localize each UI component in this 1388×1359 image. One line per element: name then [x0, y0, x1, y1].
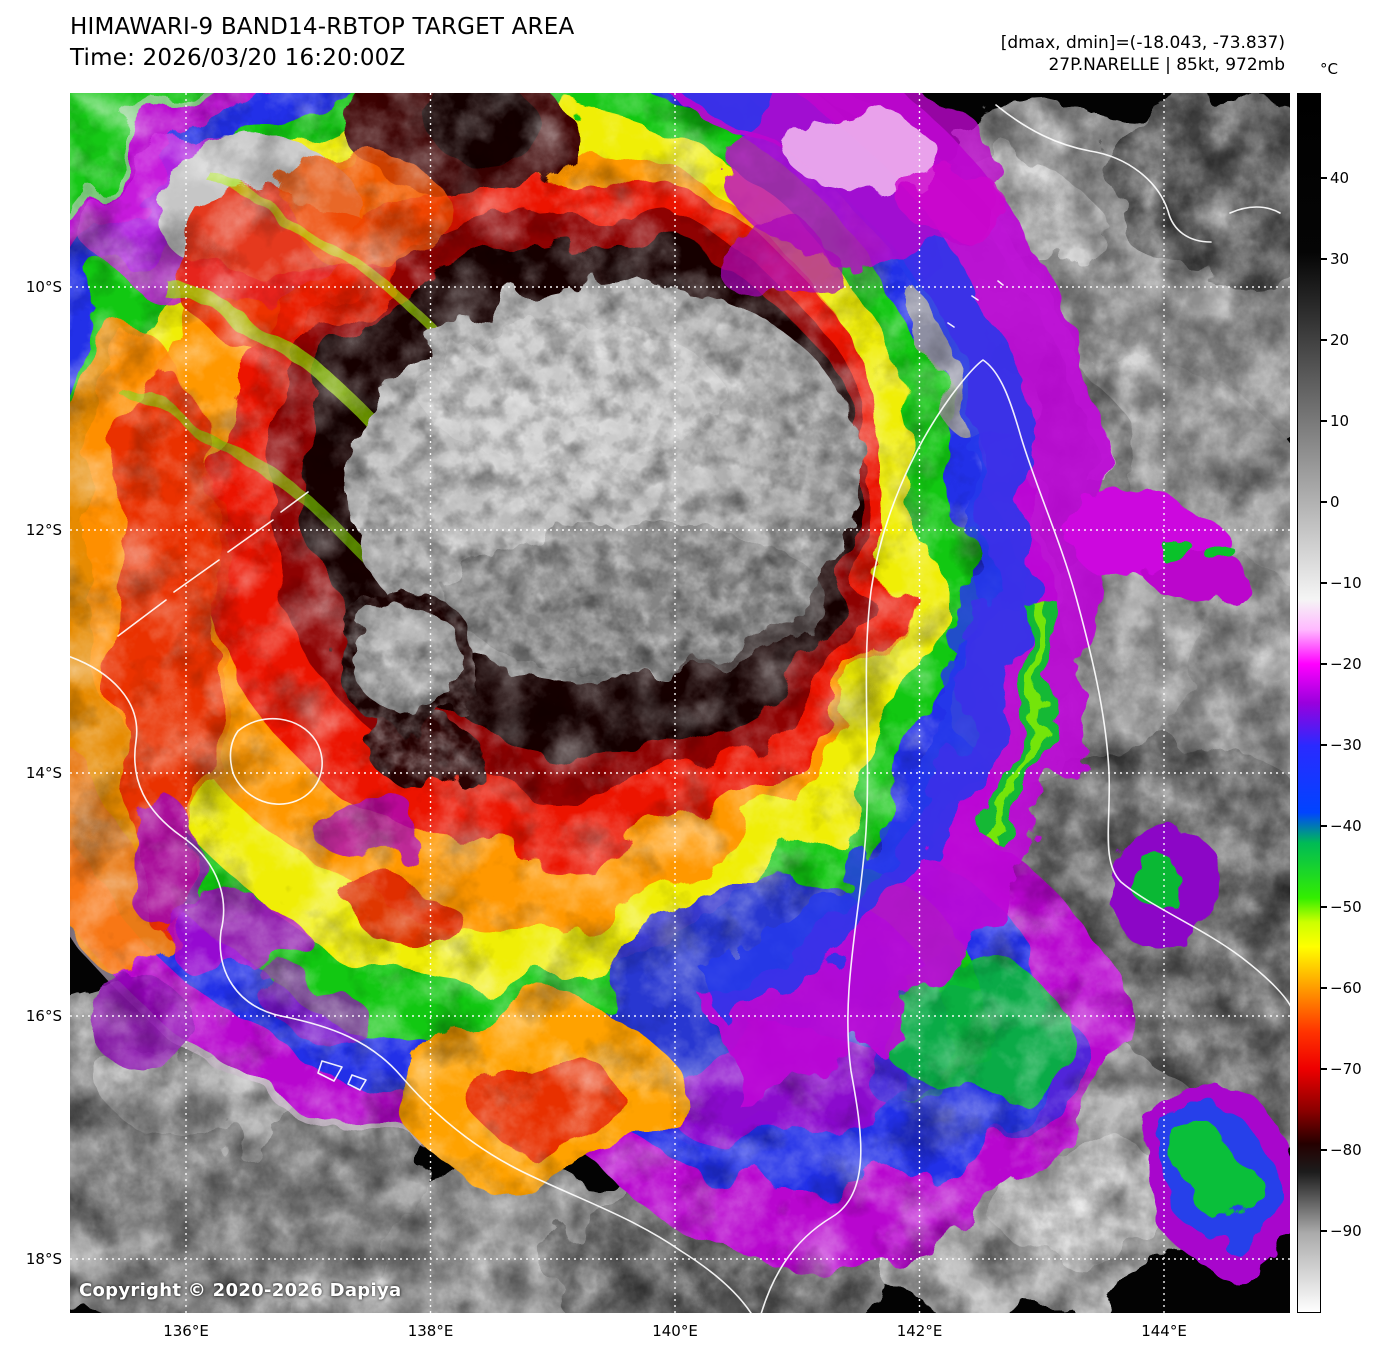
colorbar-tick-mark: [1321, 420, 1327, 422]
lat-tick-label: 14°S: [25, 764, 62, 782]
colorbar-tick-mark: [1321, 258, 1327, 260]
colorbar-tick-label: 30: [1330, 250, 1350, 268]
colorbar-tick-mark: [1321, 906, 1327, 908]
central-dense-overcast: [338, 282, 863, 788]
colorbar-tick-label: −60: [1330, 979, 1362, 997]
colorbar-tick-label: 0: [1330, 493, 1340, 511]
colorbar-tick-mark: [1321, 501, 1327, 503]
copyright-text: Copyright © 2020-2026 Dapiya: [79, 1280, 402, 1301]
satellite-scene: [70, 93, 1290, 1313]
lat-tick-label: 16°S: [25, 1007, 62, 1025]
lon-tick-label: 142°E: [896, 1322, 943, 1340]
colorbar-tick-label: −10: [1330, 574, 1362, 592]
storm-info: 27P.NARELLE | 85kt, 972mb: [1048, 55, 1285, 75]
colorbar-tick-label: −90: [1330, 1222, 1362, 1240]
lon-tick-label: 140°E: [652, 1322, 698, 1340]
colorbar-tick-mark: [1321, 744, 1327, 746]
colorbar-tick-label: 40: [1330, 169, 1350, 187]
colorbar-tick-label: −50: [1330, 898, 1362, 916]
timestamp: Time: 2026/03/20 16:20:00Z: [70, 45, 406, 71]
colorbar-tick-mark: [1321, 582, 1327, 584]
title-block: HIMAWARI-9 BAND14-RBTOP TARGET AREA Time…: [70, 12, 574, 74]
colorbar-tick-mark: [1321, 339, 1327, 341]
colorbar-tick-label: −70: [1330, 1060, 1362, 1078]
colorbar-tick-label: −40: [1330, 817, 1362, 835]
colorbar-unit-label: °C: [1320, 60, 1338, 78]
dminmax-readout: [dmax, dmin]=(-18.043, -73.837): [1000, 33, 1285, 53]
satellite-map: Copyright © 2020-2026 Dapiya: [70, 93, 1290, 1313]
colorbar-tick-label: −20: [1330, 655, 1362, 673]
colorbar-tick-mark: [1321, 663, 1327, 665]
colorbar-tick-mark: [1321, 1230, 1327, 1232]
lon-tick-label: 138°E: [407, 1322, 454, 1340]
colorbar-tick-mark: [1321, 1149, 1327, 1151]
colorbar: [1297, 93, 1321, 1313]
page-title: HIMAWARI-9 BAND14-RBTOP TARGET AREA: [70, 14, 575, 40]
colorbar-tick-mark: [1321, 1068, 1327, 1070]
lon-tick-label: 144°E: [1141, 1322, 1187, 1340]
lat-tick-label: 18°S: [25, 1250, 62, 1268]
lat-tick-label: 12°S: [25, 521, 62, 539]
colorbar-tick-mark: [1321, 825, 1327, 827]
spiral-band: [672, 93, 1290, 1268]
colorbar-tick-mark: [1321, 177, 1327, 179]
info-block: [dmax, dmin]=(-18.043, -73.837) 27P.NARE…: [1001, 32, 1285, 76]
colorbar-tick-label: −30: [1330, 736, 1362, 754]
colorbar-tick-label: 20: [1330, 331, 1350, 349]
lat-tick-label: 10°S: [25, 278, 62, 296]
lon-tick-label: 136°E: [163, 1322, 209, 1340]
colorbar-tick-mark: [1321, 987, 1327, 989]
coastline: [70, 104, 1290, 1313]
colorbar-tick-label: −80: [1330, 1141, 1362, 1159]
colorbar-tick-label: 10: [1330, 412, 1350, 430]
